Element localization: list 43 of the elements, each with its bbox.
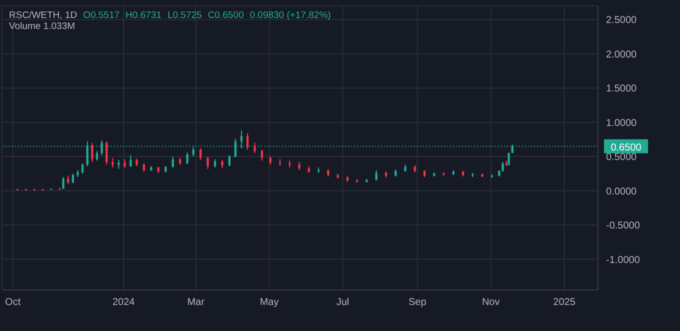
annotation: O0.5517 [83, 10, 120, 21]
candlestick [112, 157, 114, 168]
candlestick [72, 173, 74, 184]
y-tick-label: 2.5000 [606, 15, 638, 26]
annotation: 0.09830 (+17.82%) [250, 10, 331, 21]
x-tick-label: 2024 [112, 297, 136, 308]
candlestick [254, 142, 256, 154]
x-tick-label: Oct [5, 297, 21, 308]
x-tick-label: Mar [187, 297, 206, 308]
x-tick-label: 2025 [553, 297, 576, 308]
annotation: H0.6731 [126, 10, 162, 21]
ref-line-label: 0.6500 [610, 142, 642, 154]
annotation: Volume 1.033M [9, 21, 76, 32]
candlestick [508, 152, 510, 166]
y-tick-label: -0.5000 [606, 220, 640, 232]
candlestick [130, 154, 132, 168]
candlestick [96, 150, 98, 162]
y-tick-label: 1.5000 [606, 84, 638, 95]
candlestick [81, 162, 84, 174]
annotation: L0.5725 [167, 10, 202, 21]
candlestick [246, 132, 249, 150]
candlestick [228, 154, 231, 167]
candlestick [91, 142, 94, 163]
x-tick-label: Nov [482, 297, 500, 308]
candlestick [186, 152, 188, 165]
y-tick-label: 0.5000 [606, 152, 638, 164]
candlestick [260, 149, 264, 162]
candlestick [172, 156, 174, 168]
y-tick-label: -1.0000 [606, 254, 640, 266]
y-tick-label: 2.0000 [606, 49, 638, 60]
candlestick [106, 141, 108, 166]
candlestick [206, 156, 209, 170]
candlestick [502, 162, 504, 172]
text: RSC/WETH, 1D [9, 10, 78, 21]
candlestick [375, 170, 378, 182]
candlestick [192, 146, 194, 158]
x-tick-label: Sep [408, 297, 427, 308]
y-tick-label: 1.0000 [606, 118, 638, 129]
x-tick-label: May [260, 297, 279, 308]
x-tick-label: Jul [336, 297, 350, 308]
candlestick [199, 148, 202, 160]
annotation: C0.6500 [208, 10, 244, 21]
y-tick-label: 0.0000 [606, 186, 638, 198]
